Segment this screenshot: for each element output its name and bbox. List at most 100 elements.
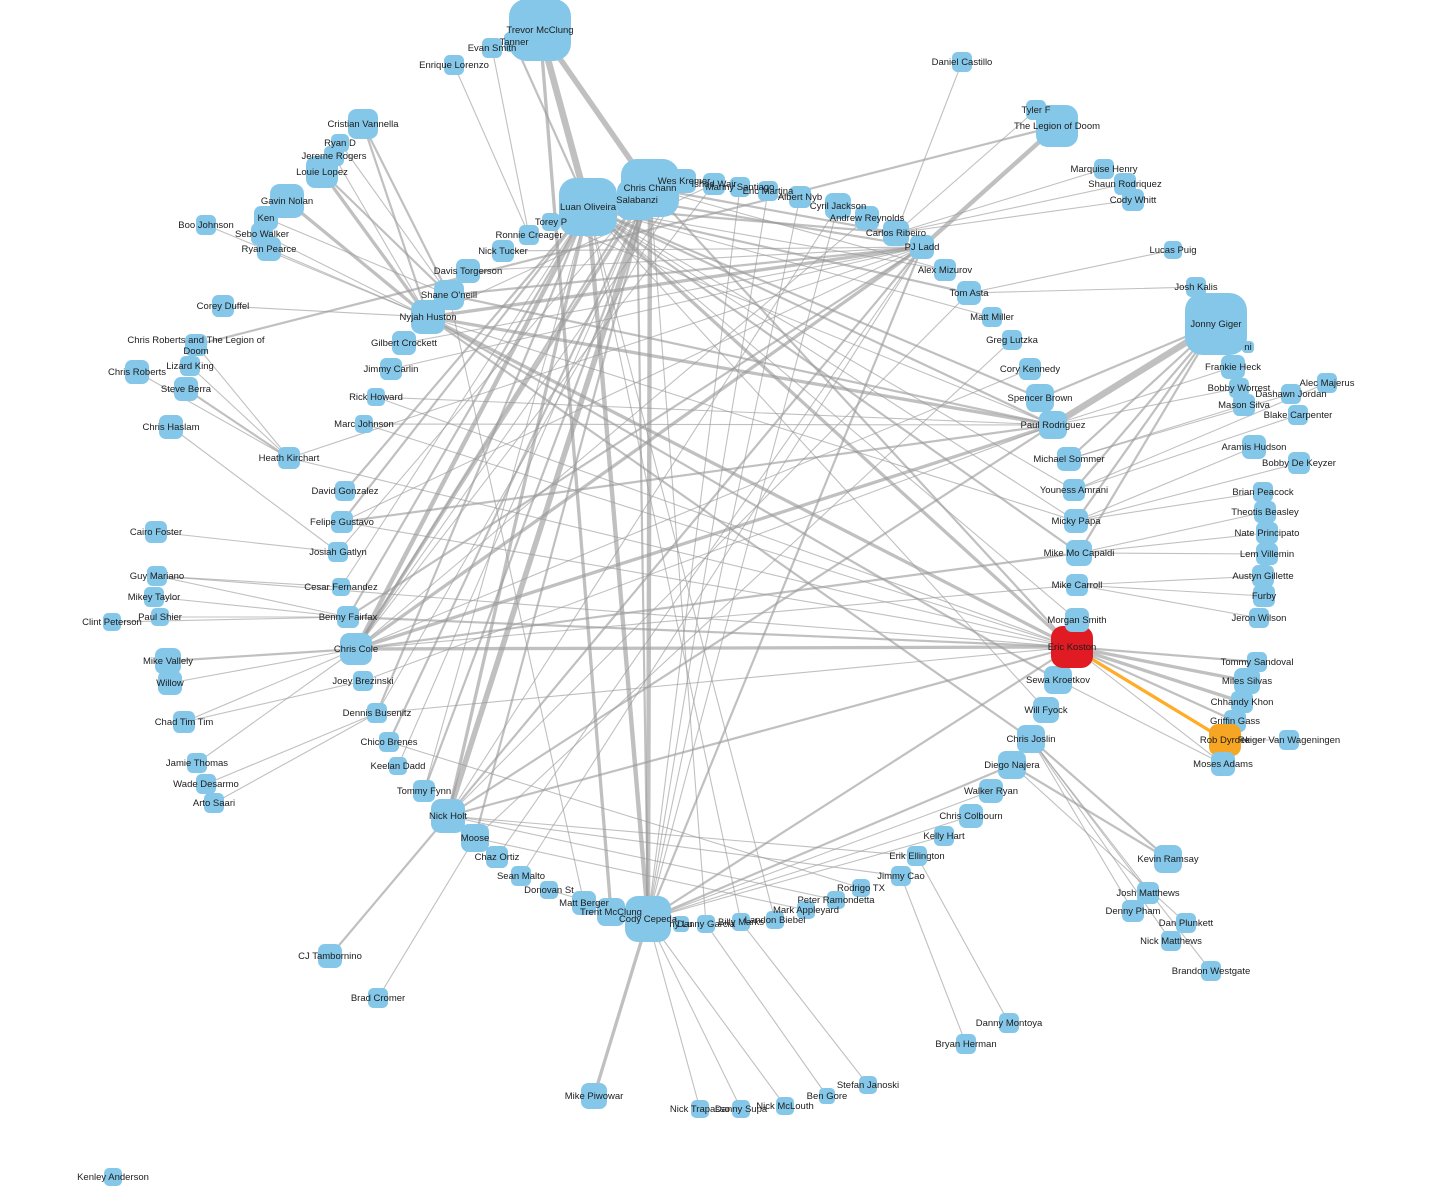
node-will-fyock[interactable] [1033,697,1059,723]
node-moose[interactable] [461,824,489,852]
node-eric-koston[interactable] [1051,626,1093,668]
node-chris-haslam[interactable] [159,415,183,439]
node-gavin-nolan[interactable] [270,184,304,218]
node-walker-ryan[interactable] [979,779,1003,803]
node-michael-sommer[interactable] [1057,447,1081,471]
node-mason-silva[interactable] [1233,394,1255,416]
node-felipe-gustavo[interactable] [331,511,353,533]
node-nick-matthews[interactable] [1161,931,1181,951]
node-jeron-wilson[interactable] [1249,608,1269,628]
node-marquise-henry[interactable] [1094,159,1114,179]
node-mike-carroll[interactable] [1066,574,1088,596]
node-clint-peterson[interactable] [103,613,121,631]
node-cyril-jackson[interactable] [825,193,851,219]
node-keelan-dadd[interactable] [389,757,407,775]
node-furby[interactable] [1253,585,1275,607]
node-cody-whitt[interactable] [1122,189,1144,211]
node-corey-duffel[interactable] [212,295,234,317]
node-arto-saari[interactable] [204,793,224,813]
node-evan-smith[interactable] [482,38,502,58]
node-micky-papa[interactable] [1064,509,1088,533]
node-eric-martina[interactable] [758,181,778,201]
node-bobby-worrest[interactable] [1229,378,1249,398]
node-kevin-ramsay[interactable] [1154,845,1182,873]
node-jimmy-carlin[interactable] [380,358,402,380]
node-matt-berger[interactable] [572,891,596,915]
node-chaz-ortiz[interactable] [486,846,508,868]
node-spencer-brown[interactable] [1026,384,1054,412]
node-cesar-fernandez[interactable] [332,578,350,596]
node-nick-holt[interactable] [431,799,465,833]
node-chhandy-khon[interactable] [1231,691,1253,713]
node-chris-roberts[interactable] [125,360,149,384]
node-pj-ladd[interactable] [910,235,934,259]
node-cj-tambornino[interactable] [318,944,342,968]
node-willow[interactable] [158,671,182,695]
node-alec-majerus[interactable] [1317,373,1337,393]
node-joey-brezinski[interactable] [353,671,373,691]
node-mike-mo-capaldi[interactable] [1066,540,1092,566]
node-moses-adams[interactable] [1211,752,1235,776]
node-boo-johnson[interactable] [196,215,216,235]
node-morgan-smith[interactable] [1065,608,1089,632]
node-cristian-vannella[interactable] [348,109,378,139]
node-theotis-beasley[interactable] [1254,501,1276,523]
node-louie-lopez[interactable] [306,156,338,188]
node-trevor-mcclung[interactable] [509,0,571,61]
node-mike-piwowar[interactable] [581,1083,607,1109]
node-lizard-king[interactable] [180,356,200,376]
node-bryan-herman[interactable] [956,1034,976,1054]
node-josh-matthews[interactable] [1137,882,1159,904]
node-aramis-hudson[interactable] [1242,435,1266,459]
node-josh-kalis[interactable] [1186,277,1206,297]
node-brian-peacock[interactable] [1253,482,1273,502]
node-chico-brenes[interactable] [379,732,399,752]
node-ryan-pearce[interactable] [257,237,281,261]
node-alex-mizurov[interactable] [934,259,956,281]
node-sewa-kroetkov[interactable] [1044,666,1072,694]
node-ronnie-creager[interactable] [519,225,539,245]
node-josiah-gatlyn[interactable] [328,542,348,562]
node-gilbert-crockett[interactable] [392,331,416,355]
node-albert-nyb[interactable] [789,186,811,208]
node-chris-colbourn[interactable] [959,804,983,828]
node-ishod-wair[interactable] [703,173,725,195]
node-mikey-taylor[interactable] [144,587,164,607]
node-carlos-ribeiro[interactable] [883,220,909,246]
node-brandon-westgate[interactable] [1201,961,1221,981]
node-andrew-reynolds[interactable] [855,206,879,230]
node-landon-biebel[interactable] [766,911,784,929]
node-rodrigo-tx[interactable] [852,879,870,897]
node-frankie-heck[interactable] [1221,355,1245,379]
node-cr-legion-of-doom[interactable] [185,334,207,356]
node-benny-fairfax[interactable] [337,606,359,628]
node-mark-appleyard[interactable] [797,901,815,919]
node-cody-cepeda[interactable] [625,896,671,942]
node-jimmy-cao[interactable] [891,866,911,886]
node-nick-mclouth[interactable] [776,1097,794,1115]
node-heath-kirchart[interactable] [278,447,300,469]
node-kenley-anderson[interactable] [104,1168,122,1186]
node-nick-trapasso[interactable] [691,1100,709,1118]
node-reiger-van-wageningen[interactable] [1279,730,1299,750]
node-chad-tim-tim[interactable] [173,711,195,733]
node-ben-gore[interactable] [819,1088,835,1104]
node-luan-oliveira[interactable] [559,178,617,236]
node-rob-dyrdek[interactable] [1209,724,1241,756]
node-nyjah-huston[interactable] [411,300,445,334]
node-shane-oneill[interactable] [434,280,464,310]
node-dan-plunkett[interactable] [1176,913,1196,933]
node-cory-kennedy[interactable] [1019,358,1041,380]
node-torey-p[interactable] [542,213,560,231]
node-daniel-castillo[interactable] [952,52,972,72]
node-danny-supa[interactable] [732,1100,750,1118]
node-cairo-foster[interactable] [145,521,167,543]
node-billy-marks[interactable] [732,913,750,931]
node-sean-malto[interactable] [511,866,531,886]
node-chris-joslin[interactable] [1017,725,1045,753]
node-danny-garcia[interactable] [697,915,715,933]
node-bobby-de-keyzer[interactable] [1288,452,1310,474]
node-mike-vallely[interactable] [155,648,181,674]
node-tom-asta[interactable] [957,281,981,305]
node-lem-villemin[interactable] [1256,543,1278,565]
